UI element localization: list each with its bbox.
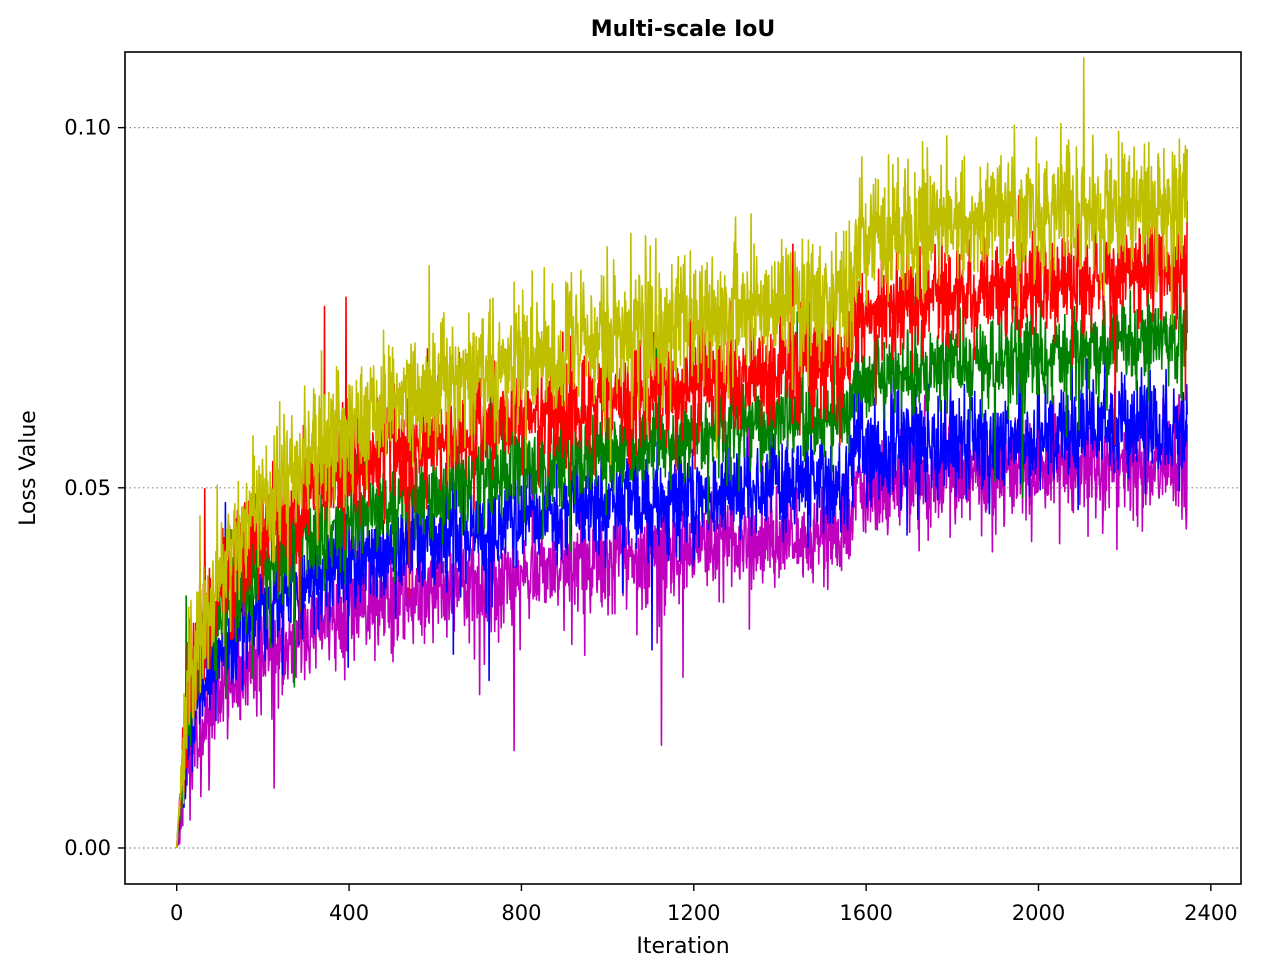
chart-title: Multi-scale IoU xyxy=(591,17,776,42)
x-tick-label: 400 xyxy=(329,901,369,925)
x-tick-label: 800 xyxy=(501,901,541,925)
x-tick-label: 0 xyxy=(170,901,183,925)
y-tick-label: 0.05 xyxy=(64,476,111,500)
y-tick-label: 0.00 xyxy=(64,836,111,860)
x-tick-label: 2000 xyxy=(1012,901,1065,925)
y-axis-label: Loss Value xyxy=(16,410,41,526)
x-axis-ticks: 0 400 800 1200 1600 2000 2400 xyxy=(170,884,1238,925)
y-axis-ticks: 0.00 0.05 0.10 xyxy=(64,116,125,860)
x-axis-label: Iteration xyxy=(636,934,729,959)
x-tick-label: 2400 xyxy=(1184,901,1237,925)
x-tick-label: 1600 xyxy=(839,901,892,925)
series-line xyxy=(175,368,1188,849)
series-line xyxy=(175,57,1188,849)
series-group xyxy=(175,57,1188,849)
y-tick-label: 0.10 xyxy=(64,116,111,140)
x-tick-label: 1200 xyxy=(667,901,720,925)
plot-frame xyxy=(124,51,1242,885)
